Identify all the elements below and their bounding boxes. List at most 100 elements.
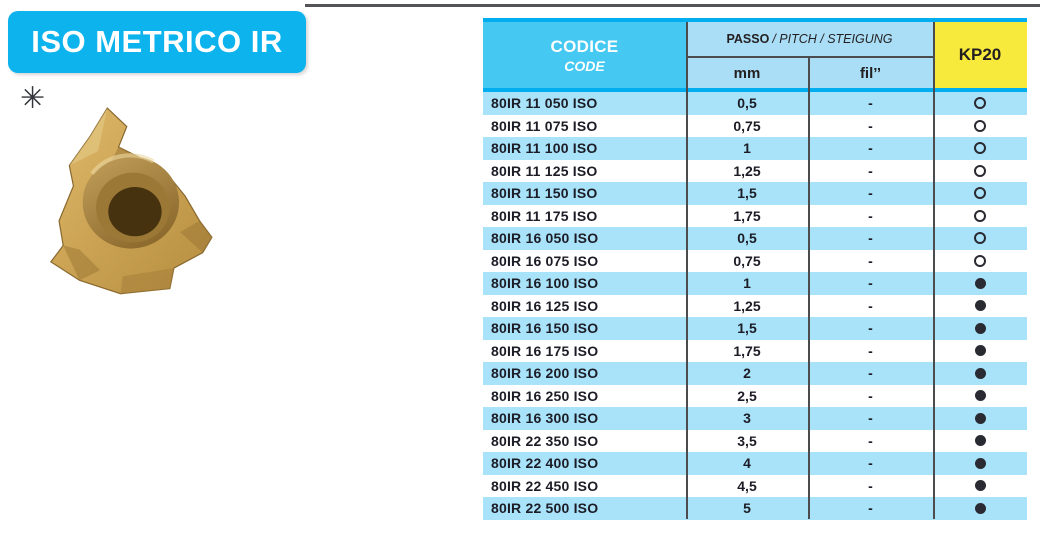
pitch-mm-cell: 1,25 xyxy=(733,162,761,179)
pitch-fil-cell: - xyxy=(868,387,873,404)
column-divider-codice-pitch xyxy=(686,22,688,519)
table-rows: 80IR 11 050 ISO 0,5-80IR 11 075 ISO 0,75-8… xyxy=(483,92,1027,520)
pitch-fil-cell: - xyxy=(868,140,873,157)
section-title-banner: ISO METRICO IR xyxy=(8,11,306,73)
kp20-cell xyxy=(933,205,1027,228)
pitch-fil-cell: - xyxy=(868,410,873,427)
header-passo-label: PASSO xyxy=(726,32,770,46)
kp20-cell xyxy=(933,362,1027,385)
pitch-mm-cell: 0,5 xyxy=(737,230,757,247)
table-row: 80IR 16 175 ISO 1,75 - xyxy=(483,339,1027,363)
open-circle-icon xyxy=(974,97,986,110)
kp20-cell xyxy=(933,295,1027,318)
table-row: 80IR 22 450 ISO 4,5 - xyxy=(483,474,1027,498)
kp20-cell xyxy=(933,452,1027,475)
code-cell: 80IR 22 500 ISO xyxy=(491,500,599,517)
filled-dot-icon xyxy=(974,300,986,312)
filled-dot-icon xyxy=(974,345,986,357)
pitch-fil-cell: - xyxy=(868,432,873,449)
product-table: CODICE CODE PASSO / PITCH / STEIGUNG mm … xyxy=(483,18,1027,520)
table-top-accent-strip xyxy=(483,18,1027,22)
code-cell: 80IR 16 175 ISO xyxy=(491,342,599,359)
pitch-fil-cell: - xyxy=(868,185,873,202)
table-row: 80IR 11 125 ISO 1,25 - xyxy=(483,159,1027,183)
filled-dot-icon xyxy=(974,277,986,289)
table-row: 80IR 16 250 ISO 2,5 - xyxy=(483,384,1027,408)
table-row: 80IR 22 500 ISO 5 - xyxy=(483,497,1027,520)
pitch-mm-cell: 2 xyxy=(743,365,751,382)
kp20-cell xyxy=(933,475,1027,498)
header-cell-passo: PASSO / PITCH / STEIGUNG xyxy=(686,22,933,56)
kp20-cell xyxy=(933,92,1027,115)
header-cell-mm: mm xyxy=(686,58,808,88)
table-row: 80IR 22 400 ISO 4 - xyxy=(483,452,1027,475)
kp20-cell xyxy=(933,250,1027,273)
code-cell: 80IR 11 100 ISO xyxy=(491,140,598,157)
kp20-cell xyxy=(933,272,1027,295)
asterisk-icon: ✳ xyxy=(20,82,46,115)
code-cell: 80IR 16 200 ISO xyxy=(491,365,599,382)
pitch-fil-cell: - xyxy=(868,162,873,179)
code-cell: 80IR 11 125 ISO xyxy=(491,162,598,179)
code-cell: 80IR 22 450 ISO xyxy=(491,477,599,494)
pitch-mm-cell: 4 xyxy=(743,455,751,472)
pitch-mm-cell: 1,5 xyxy=(737,320,757,337)
filled-dot-icon xyxy=(974,457,986,469)
table-row: 80IR 11 175 ISO 1,75 - xyxy=(483,204,1027,228)
pitch-fil-cell: - xyxy=(868,477,873,494)
open-circle-icon xyxy=(974,142,986,155)
open-circle-icon xyxy=(974,254,986,267)
code-cell: 80IR 16 250 ISO xyxy=(491,387,599,404)
code-cell: 80IR 11 075 ISO xyxy=(491,117,598,134)
pitch-fil-cell: - xyxy=(868,320,873,337)
kp20-cell xyxy=(933,340,1027,363)
threading-insert-illustration xyxy=(49,107,213,295)
code-cell: 80IR 16 150 ISO xyxy=(491,320,599,337)
kp20-cell xyxy=(933,430,1027,453)
kp20-cell xyxy=(933,385,1027,408)
table-row: 80IR 16 300 ISO 3 - xyxy=(483,407,1027,430)
open-circle-icon xyxy=(974,209,986,222)
open-circle-icon xyxy=(974,164,986,177)
pitch-fil-cell: - xyxy=(868,365,873,382)
open-circle-icon xyxy=(974,232,986,245)
pitch-mm-cell: 1,25 xyxy=(733,297,761,314)
open-circle-icon xyxy=(974,119,986,132)
header-cell-codice: CODICE CODE xyxy=(483,22,686,88)
filled-dot-icon xyxy=(974,435,986,447)
kp20-cell xyxy=(933,182,1027,205)
pitch-fil-cell: - xyxy=(868,342,873,359)
table-row: 80IR 16 050 ISO 0,5 - xyxy=(483,227,1027,250)
kp20-cell xyxy=(933,227,1027,250)
pitch-mm-cell: 1,5 xyxy=(737,185,757,202)
header-codice-label: CODICE xyxy=(550,36,619,56)
pitch-mm-cell: 0,75 xyxy=(733,117,761,134)
kp20-cell xyxy=(933,115,1027,138)
pitch-mm-cell: 1,75 xyxy=(733,207,761,224)
kp20-cell xyxy=(933,160,1027,183)
table-row: 80IR 22 350 ISO 3,5 - xyxy=(483,429,1027,453)
code-cell: 80IR 11 050 ISO xyxy=(491,95,598,112)
kp20-cell xyxy=(933,317,1027,340)
pitch-fil-cell: - xyxy=(868,252,873,269)
pitch-fil-cell: - xyxy=(868,207,873,224)
pitch-mm-cell: 1 xyxy=(743,275,751,292)
header-code-label: CODE xyxy=(564,57,605,74)
table-row: 80IR 11 050 ISO 0,5 - xyxy=(483,92,1027,115)
kp20-cell xyxy=(933,497,1027,520)
kp20-cell xyxy=(933,407,1027,430)
pitch-mm-cell: 5 xyxy=(743,500,751,517)
header-units-row: mm fil’’ xyxy=(686,58,933,88)
pitch-mm-cell: 3,5 xyxy=(737,432,757,449)
pitch-fil-cell: - xyxy=(868,500,873,517)
kp20-cell xyxy=(933,137,1027,160)
header-passo-translations: / PITCH / STEIGUNG xyxy=(772,32,893,46)
table-row: 80IR 11 100 ISO 1 - xyxy=(483,137,1027,160)
threading-insert-photo xyxy=(48,106,224,306)
pitch-mm-cell: 0,5 xyxy=(737,95,757,112)
open-circle-icon xyxy=(974,187,986,200)
code-cell: 80IR 11 175 ISO xyxy=(491,207,598,224)
page-title: ISO METRICO IR xyxy=(31,24,283,59)
table-row: 80IR 11 150 ISO 1,5 - xyxy=(483,182,1027,205)
filled-dot-icon xyxy=(974,480,986,492)
